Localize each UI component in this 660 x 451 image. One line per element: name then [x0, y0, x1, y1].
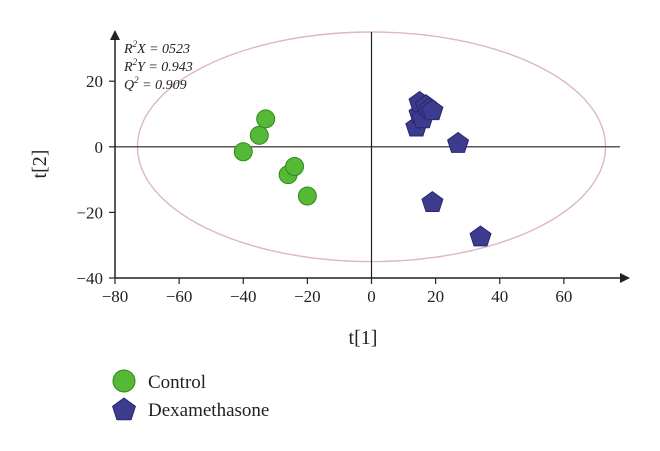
- point-control: [249, 125, 269, 145]
- legend-marker-dexamethasone-pentagon: [112, 397, 136, 421]
- legend-marker-control-circle: [112, 369, 136, 393]
- point-dexamethasone: [421, 190, 444, 212]
- point-dexamethasone: [469, 225, 492, 247]
- x-tick-label: −20: [294, 287, 321, 306]
- point-dexamethasone: [447, 131, 470, 153]
- x-tick-label: −40: [230, 287, 257, 306]
- r2y-annotation: R2Y = 0.943: [123, 57, 193, 75]
- y-tick-label: 0: [95, 138, 104, 157]
- x-tick-label: −60: [166, 287, 193, 306]
- x-tick-label: −80: [102, 287, 129, 306]
- r2x-annotation: R2X = 0523: [123, 39, 190, 57]
- y-tick-label: −40: [76, 269, 103, 288]
- y-tick-label: −20: [76, 203, 103, 222]
- q2-annotation: Q2 = 0.909: [124, 75, 187, 93]
- y-tick-label: 20: [86, 72, 103, 91]
- x-axis-title: t[1]: [349, 327, 378, 349]
- y-axis-title: t[2]: [29, 150, 51, 179]
- legend: Control Dexamethasone: [112, 369, 269, 421]
- legend-item-control: Control: [112, 369, 206, 393]
- legend-label-control: Control: [148, 372, 206, 393]
- point-control: [256, 109, 276, 129]
- x-tick-label: 60: [555, 287, 572, 306]
- x-tick-label: 0: [367, 287, 376, 306]
- legend-label-dexamethasone: Dexamethasone: [148, 400, 269, 421]
- y-axis-arrow: [110, 30, 120, 40]
- point-control: [297, 186, 317, 206]
- point-dexamethasone: [421, 99, 444, 121]
- axis-ticks: −80 −60 −40 −20 0 20 40 60 −40 −20 0 20: [76, 72, 572, 306]
- x-tick-label: 40: [491, 287, 508, 306]
- x-tick-label: 20: [427, 287, 444, 306]
- point-control: [285, 156, 305, 176]
- x-axis-arrow: [620, 273, 630, 283]
- data-points: [233, 90, 492, 247]
- legend-item-dexamethasone: Dexamethasone: [112, 397, 269, 421]
- point-control: [233, 142, 253, 162]
